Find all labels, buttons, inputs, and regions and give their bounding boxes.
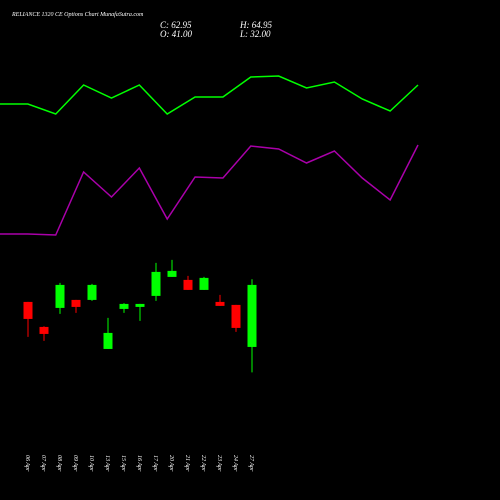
candle-body xyxy=(119,303,129,309)
indicator-line xyxy=(0,144,419,236)
close-label: C: 62.95 xyxy=(160,20,192,30)
candle-body xyxy=(23,301,33,319)
candle-body xyxy=(183,279,193,290)
candle-body xyxy=(215,301,225,306)
x-tick-label: 27 Apr xyxy=(248,455,254,472)
indicator-line xyxy=(0,75,419,115)
candle-body xyxy=(103,332,113,349)
candle-body xyxy=(151,271,161,296)
candle-body xyxy=(39,326,49,334)
candle-body xyxy=(247,284,257,347)
candle-body xyxy=(199,277,209,290)
x-tick-label: 17 Apr xyxy=(152,455,158,472)
low-label: L: 32.00 xyxy=(239,29,271,39)
x-tick-label: 07 Apr xyxy=(40,455,46,472)
x-tick-label: 06 Apr xyxy=(24,455,30,472)
candle-body xyxy=(87,284,97,300)
x-tick-label: 13 Apr xyxy=(104,455,110,472)
x-tick-label: 20 Apr xyxy=(168,455,174,472)
x-tick-label: 10 Apr xyxy=(88,455,94,472)
x-tick-label: 08 Apr xyxy=(56,455,62,472)
x-tick-label: 15 Apr xyxy=(120,455,126,472)
candle-body xyxy=(55,284,65,308)
high-label: H: 64.95 xyxy=(239,20,272,30)
x-tick-label: 22 Apr xyxy=(200,455,206,472)
x-tick-label: 16 Apr xyxy=(136,455,142,472)
candle-body xyxy=(231,304,241,328)
chart-title: RELIANCE 1320 CE Options Chart MunafaSut… xyxy=(11,11,144,18)
candle-body xyxy=(167,270,177,277)
x-tick-label: 21 Apr xyxy=(184,455,190,472)
x-tick-label: 24 Apr xyxy=(232,455,239,472)
candle-body xyxy=(135,303,145,307)
candle-body xyxy=(71,299,81,307)
x-tick-label: 09 Apr xyxy=(72,455,78,472)
x-tick-label: 23 Apr xyxy=(216,455,222,472)
open-label: O: 41.00 xyxy=(160,29,192,39)
